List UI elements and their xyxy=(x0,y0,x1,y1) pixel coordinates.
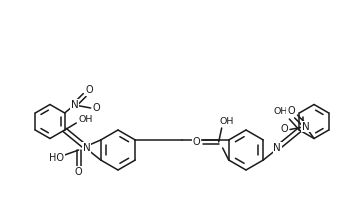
Text: HO: HO xyxy=(49,153,64,163)
Text: O: O xyxy=(287,107,295,116)
Text: O: O xyxy=(280,125,288,135)
Text: OH: OH xyxy=(273,107,288,116)
Text: O: O xyxy=(86,85,94,95)
Text: OH: OH xyxy=(78,115,92,124)
Text: N: N xyxy=(302,121,310,131)
Text: O: O xyxy=(193,137,201,147)
Text: N: N xyxy=(83,143,91,153)
Text: OH: OH xyxy=(219,117,234,126)
Text: O: O xyxy=(75,167,83,177)
Text: N: N xyxy=(71,100,79,110)
Text: O: O xyxy=(93,103,100,113)
Text: N: N xyxy=(273,143,281,153)
